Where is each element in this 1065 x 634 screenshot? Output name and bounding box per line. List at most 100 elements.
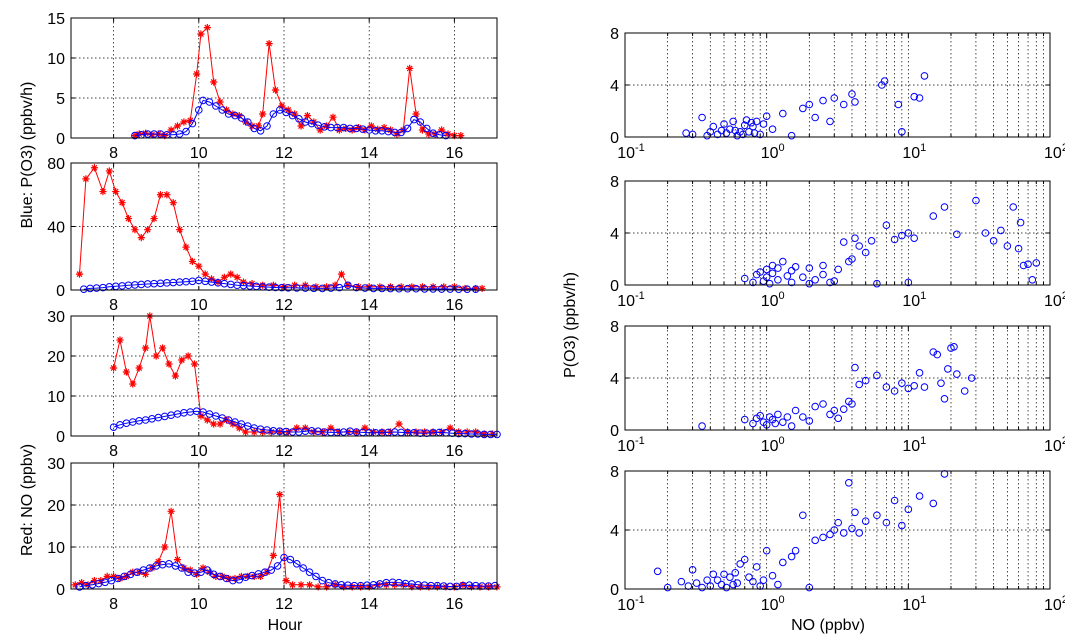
data-point xyxy=(195,106,203,114)
data-point xyxy=(214,278,222,286)
data-point xyxy=(225,574,233,583)
data-point xyxy=(1003,242,1012,250)
data-point xyxy=(953,230,961,239)
data-point xyxy=(386,126,395,134)
data-point xyxy=(944,365,952,373)
data-point xyxy=(167,126,175,134)
tick-label-y: 20 xyxy=(47,498,65,515)
data-point xyxy=(90,577,99,585)
data-point xyxy=(688,130,697,139)
data-point xyxy=(819,533,827,542)
data-point xyxy=(169,199,177,207)
data-point xyxy=(429,283,437,291)
data-point xyxy=(437,285,446,293)
data-point xyxy=(135,130,143,138)
data-point xyxy=(478,284,486,293)
data-point xyxy=(203,566,212,574)
tick-label-x: 12 xyxy=(275,145,293,162)
data-point xyxy=(216,420,224,428)
data-point xyxy=(144,226,152,234)
data-point xyxy=(229,420,237,428)
data-point xyxy=(967,374,976,382)
data-point xyxy=(703,576,711,584)
data-point xyxy=(99,187,107,196)
data-point xyxy=(327,424,335,432)
tick-label-x: 102 xyxy=(1044,290,1065,310)
data-point xyxy=(904,278,913,287)
data-point xyxy=(940,203,949,211)
data-point xyxy=(726,125,734,133)
data-point xyxy=(344,281,352,290)
data-point xyxy=(335,283,344,292)
data-point xyxy=(199,564,207,572)
data-point xyxy=(122,368,130,376)
data-point xyxy=(403,124,412,133)
data-point xyxy=(367,122,375,130)
data-point xyxy=(82,175,90,183)
tick-label-x: 16 xyxy=(446,596,464,613)
data-point xyxy=(904,505,913,514)
data-point xyxy=(186,116,194,124)
tick-label-y: 15 xyxy=(47,11,65,28)
data-point xyxy=(910,92,918,101)
data-point xyxy=(937,379,945,388)
data-point xyxy=(369,428,378,436)
tick-label-x: 14 xyxy=(360,443,378,460)
data-point xyxy=(116,336,124,344)
tick-label-x: 10-1 xyxy=(617,142,645,162)
data-point xyxy=(791,546,800,555)
data-point xyxy=(154,558,162,566)
data-point xyxy=(774,410,782,419)
data-point xyxy=(768,571,777,580)
panel-right-3: 0 4 8 10-1 100 101 102 xyxy=(610,319,1065,455)
data-point xyxy=(729,117,737,126)
data-point xyxy=(997,226,1005,235)
data-point xyxy=(327,284,335,292)
data-point xyxy=(442,583,450,591)
data-point xyxy=(118,199,126,207)
data-point xyxy=(288,581,297,589)
data-point xyxy=(1032,259,1041,267)
data-point xyxy=(805,100,814,109)
data-point xyxy=(420,285,429,293)
data-point xyxy=(851,98,859,106)
data-point xyxy=(397,283,405,291)
data-point xyxy=(783,272,792,280)
data-point xyxy=(663,583,672,592)
data-point xyxy=(412,110,420,118)
tick-label-y: 20 xyxy=(47,349,65,366)
tick-label-y: 0 xyxy=(610,278,619,295)
data-point xyxy=(265,40,273,48)
data-point xyxy=(288,111,297,120)
data-point xyxy=(880,77,889,85)
data-point xyxy=(446,285,454,293)
tick-label-y: 0 xyxy=(610,423,619,440)
data-point xyxy=(894,100,903,109)
data-point xyxy=(176,226,184,234)
data-point xyxy=(467,583,476,591)
data-point xyxy=(344,428,352,436)
series-line xyxy=(113,410,497,435)
data-point xyxy=(303,112,312,120)
data-point xyxy=(484,583,493,591)
data-point xyxy=(720,570,728,579)
tick-label-x: 8 xyxy=(109,145,118,162)
panel-right-2: 0 4 8 10-1 100 101 102 xyxy=(610,174,1065,310)
data-point xyxy=(201,270,209,278)
data-point xyxy=(698,583,706,592)
data-point xyxy=(722,583,731,592)
data-point xyxy=(403,284,412,293)
data-point xyxy=(395,420,403,428)
data-point xyxy=(314,583,322,591)
data-point xyxy=(301,284,310,292)
data-point xyxy=(461,284,469,293)
data-point xyxy=(929,212,938,220)
data-point xyxy=(380,124,388,132)
data-point xyxy=(271,86,280,94)
tick-label-y: 40 xyxy=(47,220,65,237)
data-point xyxy=(799,511,807,520)
data-point xyxy=(425,583,433,591)
data-point xyxy=(210,78,218,86)
data-point xyxy=(182,127,190,136)
data-point xyxy=(410,115,418,124)
